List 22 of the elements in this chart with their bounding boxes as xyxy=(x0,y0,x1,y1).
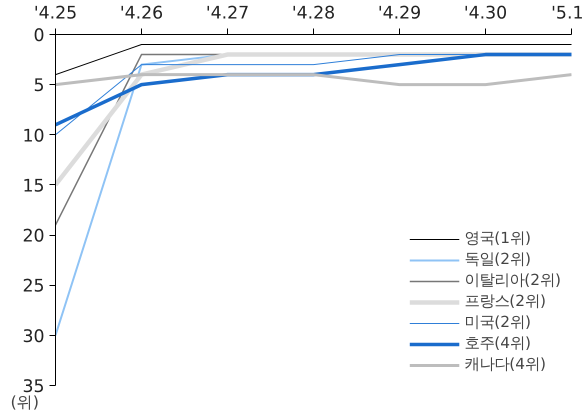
legend-label: 영국(1위) xyxy=(464,228,531,249)
x-tick-label: '4.26 xyxy=(120,4,164,24)
y-tick-label: 25 xyxy=(22,276,45,297)
x-tick-label: '4.27 xyxy=(206,4,250,24)
y-tick-label: 5 xyxy=(33,76,45,96)
legend-label: 캐나다(4위) xyxy=(464,354,546,375)
x-tick-label: '4.30 xyxy=(464,4,508,24)
y-tick-label: 0 xyxy=(33,26,45,46)
legend-label: 프랑스(2위) xyxy=(464,291,546,312)
y-tick-label: 30 xyxy=(22,326,45,347)
x-tick-label: '5.1 xyxy=(551,4,583,24)
y-tick-label: 15 xyxy=(22,176,45,196)
legend-label: 호주(4위) xyxy=(464,333,531,354)
legend-label: 이탈리아(2위) xyxy=(464,270,561,291)
y-tick-label: 10 xyxy=(22,126,45,146)
y-tick-label: 20 xyxy=(22,226,45,247)
x-tick-label: '4.29 xyxy=(378,4,422,24)
x-tick-label: '4.28 xyxy=(292,4,336,24)
legend-label: 독일(2위) xyxy=(464,249,531,270)
y-axis-title: (위) xyxy=(10,392,39,412)
x-tick-label: '4.25 xyxy=(34,4,78,24)
legend-label: 미국(2위) xyxy=(464,312,531,333)
